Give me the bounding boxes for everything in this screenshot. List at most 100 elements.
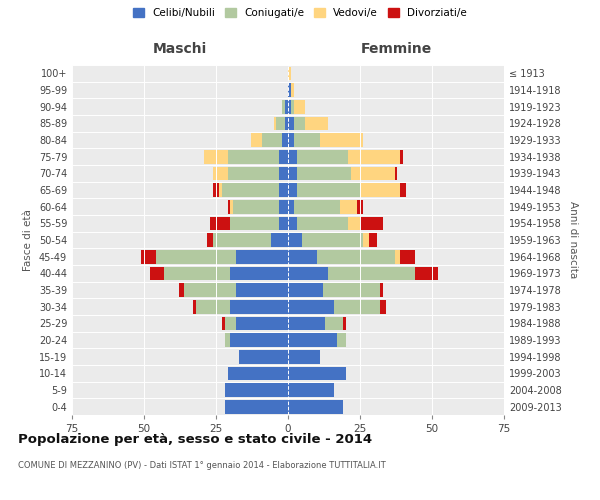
Bar	[230, 200, 233, 213]
Bar	[155, 250, 236, 264]
Bar	[400, 150, 403, 164]
Bar	[288, 266, 328, 280]
Bar	[288, 183, 296, 197]
Bar	[208, 233, 213, 247]
Bar	[205, 150, 227, 164]
Bar	[340, 200, 357, 213]
Bar	[363, 233, 368, 247]
Bar	[334, 300, 380, 314]
Bar	[164, 266, 230, 280]
Bar	[352, 166, 395, 180]
Bar	[184, 283, 236, 297]
Bar	[280, 216, 288, 230]
Bar	[291, 83, 294, 97]
Bar	[288, 133, 294, 147]
Bar	[400, 183, 406, 197]
Bar	[296, 183, 360, 197]
Bar	[277, 116, 285, 130]
Bar	[357, 200, 363, 213]
Bar	[288, 233, 302, 247]
Bar	[325, 316, 343, 330]
Bar	[236, 250, 288, 264]
Text: Femmine: Femmine	[361, 42, 431, 56]
Bar	[224, 333, 230, 347]
Bar	[213, 233, 271, 247]
Bar	[230, 333, 288, 347]
Bar	[288, 83, 291, 97]
Bar	[349, 150, 400, 164]
Bar	[288, 250, 317, 264]
Bar	[230, 216, 280, 230]
Bar	[288, 300, 334, 314]
Bar	[213, 166, 227, 180]
Bar	[280, 183, 288, 197]
Bar	[227, 166, 280, 180]
Bar	[280, 166, 288, 180]
Bar	[227, 200, 230, 213]
Bar	[288, 166, 296, 180]
Bar	[193, 300, 196, 314]
Bar	[285, 100, 288, 114]
Bar	[349, 216, 360, 230]
Bar	[395, 250, 400, 264]
Bar	[196, 300, 230, 314]
Bar	[395, 166, 397, 180]
Bar	[328, 266, 415, 280]
Bar	[179, 283, 184, 297]
Legend: Celibi/Nubili, Coniugati/e, Vedovi/e, Divorziati/e: Celibi/Nubili, Coniugati/e, Vedovi/e, Di…	[130, 5, 470, 21]
Bar	[317, 250, 395, 264]
Bar	[288, 316, 325, 330]
Bar	[368, 233, 377, 247]
Bar	[262, 133, 282, 147]
Bar	[251, 133, 262, 147]
Y-axis label: Anni di nascita: Anni di nascita	[568, 202, 578, 278]
Bar	[210, 216, 230, 230]
Bar	[288, 100, 291, 114]
Bar	[227, 366, 288, 380]
Bar	[415, 266, 438, 280]
Bar	[285, 116, 288, 130]
Bar	[288, 116, 294, 130]
Bar	[271, 233, 288, 247]
Bar	[288, 366, 346, 380]
Bar	[302, 233, 363, 247]
Bar	[296, 166, 352, 180]
Text: Popolazione per età, sesso e stato civile - 2014: Popolazione per età, sesso e stato civil…	[18, 432, 372, 446]
Bar	[288, 400, 343, 413]
Bar	[305, 116, 328, 130]
Bar	[288, 333, 337, 347]
Bar	[282, 100, 285, 114]
Bar	[288, 216, 296, 230]
Bar	[224, 383, 288, 397]
Bar	[294, 133, 320, 147]
Bar	[360, 183, 400, 197]
Bar	[288, 383, 334, 397]
Bar	[141, 250, 155, 264]
Bar	[337, 333, 346, 347]
Bar	[380, 300, 386, 314]
Bar	[323, 283, 380, 297]
Bar	[230, 300, 288, 314]
Bar	[222, 183, 280, 197]
Bar	[236, 283, 288, 297]
Bar	[288, 283, 323, 297]
Bar	[380, 283, 383, 297]
Bar	[222, 316, 224, 330]
Bar	[320, 133, 363, 147]
Text: COMUNE DI MEZZANINO (PV) - Dati ISTAT 1° gennaio 2014 - Elaborazione TUTTITALIA.: COMUNE DI MEZZANINO (PV) - Dati ISTAT 1°…	[18, 460, 386, 469]
Bar	[280, 150, 288, 164]
Bar	[288, 66, 291, 80]
Text: Maschi: Maschi	[153, 42, 207, 56]
Bar	[280, 200, 288, 213]
Bar	[296, 150, 349, 164]
Bar	[224, 400, 288, 413]
Bar	[236, 316, 288, 330]
Bar	[239, 350, 288, 364]
Bar	[288, 200, 294, 213]
Bar	[296, 216, 349, 230]
Bar	[213, 183, 219, 197]
Bar	[274, 116, 277, 130]
Bar	[288, 350, 320, 364]
Bar	[291, 100, 294, 114]
Bar	[294, 100, 305, 114]
